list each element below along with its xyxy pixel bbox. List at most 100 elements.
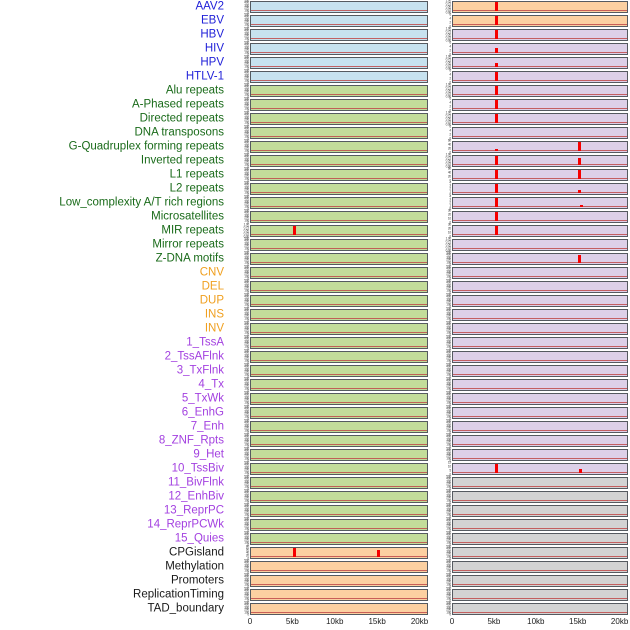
track-baseline (251, 289, 427, 291)
track-baseline (453, 65, 627, 67)
x-tick-label: 15kb (569, 617, 587, 626)
track-baseline (251, 401, 427, 403)
y-tick-label: 0 (247, 276, 249, 281)
track-baseline (251, 317, 427, 319)
track-row: 500 400 300 200 100 0 (230, 559, 430, 574)
y-tick-label: 500 (446, 292, 451, 297)
y-tick-label: 20 (447, 146, 451, 151)
track-row: 500 400 300 200 100 0 (432, 475, 630, 490)
y-tick-label: 300 (244, 605, 249, 610)
track-spike (292, 226, 296, 235)
y-tick-label: 500 (244, 320, 249, 325)
y-axis: 500 400 300 200 100 0 (230, 320, 250, 336)
y-tick-label: 400 (446, 574, 451, 579)
row-label-htlv-1: HTLV-1 (185, 70, 224, 83)
y-tick-label: 200 (244, 75, 249, 80)
y-tick-label: 300 (446, 283, 451, 288)
y-tick-label: 200 (446, 411, 451, 416)
y-tick-label: 300 (446, 395, 451, 400)
y-tick-label: 0 (247, 388, 249, 393)
y-tick-label: 400 (244, 448, 249, 453)
y-tick-label: 500 (446, 558, 451, 563)
y-tick-label: 0 (247, 458, 249, 463)
track-row: 500 400 300 200 100 0 (230, 69, 430, 84)
track-plot-area (250, 351, 428, 363)
track-plot-area (250, 57, 428, 69)
y-tick-label: 100 (244, 413, 249, 418)
y-tick-label: 400 (244, 266, 249, 271)
y-tick-label: 300 (244, 535, 249, 540)
y-tick-label: 10 (447, 464, 451, 469)
y-tick-label: 200 (244, 453, 249, 458)
row-label-mirror-repeats: Mirror repeats (152, 238, 224, 251)
y-axis: 500 400 300 200 100 0 (432, 363, 452, 378)
y-tick-label: 200 (446, 523, 451, 528)
y-tick-label: 200 (244, 285, 249, 290)
y-tick-label: 400 (244, 70, 249, 75)
track-baseline (453, 359, 627, 361)
y-tick-label: 0 (449, 542, 451, 547)
track-baseline (453, 177, 627, 179)
row-label-ebv: EBV (200, 14, 224, 27)
track-plot-area (452, 421, 628, 433)
y-axis: 1.00 0.75 0.50 0.25 0.00 (432, 153, 452, 168)
track-plot-area (250, 15, 428, 27)
y-tick-label: 200 (244, 537, 249, 542)
track-baseline (453, 317, 627, 319)
track-row: 500 400 300 200 100 0 (230, 97, 430, 112)
y-tick-label: 0 (449, 416, 451, 421)
row-label-mir-repeats: MIR repeats (161, 224, 224, 237)
y-tick-label: 500 (446, 390, 451, 395)
y-tick-label: 400 (446, 364, 451, 369)
y-axis: 500 400 300 200 100 0 (230, 531, 250, 546)
track-baseline (251, 471, 427, 473)
y-tick-label: 500 (244, 334, 249, 339)
track-row: 500 400 300 200 100 0 (230, 279, 430, 294)
y-tick-label: 400 (446, 560, 451, 565)
y-tick-label: 100 (244, 539, 249, 544)
y-tick-label: 0.50 (445, 116, 452, 121)
row-label-promoters: Promoters (170, 574, 224, 587)
y-tick-label: 400 (244, 434, 249, 439)
track-plot-area (452, 561, 628, 573)
y-tick-label: 0.75 (445, 1, 452, 6)
y-axis: 15 10 5 0 (432, 461, 452, 476)
y-tick-label: 200 (244, 243, 249, 248)
y-tick-label: 100 (244, 315, 249, 320)
y-tick-label: 4 (449, 180, 451, 185)
y-tick-label: 400 (446, 378, 451, 383)
track-baseline (453, 541, 627, 543)
y-tick-label: 100 (446, 385, 451, 390)
track-baseline (453, 387, 627, 389)
track-plot-area (452, 155, 628, 167)
track-baseline (453, 485, 627, 487)
row-label-cpgisland: CPGisland (169, 546, 224, 559)
track-plot-area (250, 127, 428, 139)
y-tick-label: 0 (449, 458, 451, 463)
y-tick-label: 400 (244, 392, 249, 397)
track-spike (495, 47, 499, 53)
y-tick-label: 100 (244, 595, 249, 600)
y-tick-label: 100 (244, 343, 249, 348)
y-tick-label: 0 (247, 556, 249, 561)
x-tick-label: 10kb (527, 617, 545, 626)
y-tick-label: 0.25 (445, 35, 452, 40)
y-tick-label: 100 (446, 441, 451, 446)
track-plot-area (250, 113, 428, 125)
y-tick-label: 500 (446, 278, 451, 283)
track-baseline (251, 583, 427, 585)
track-baseline (251, 65, 427, 67)
track-row: 1.00 0.75 0.50 0.25 0.00 (230, 223, 430, 238)
track-row: 500 400 300 200 100 0 (432, 335, 630, 350)
track-plot-area (452, 1, 628, 13)
track-row: 500 400 300 200 100 0 (230, 320, 430, 336)
y-tick-label: 200 (446, 327, 451, 332)
row-label-5-txwk: 5_TxWk (181, 392, 224, 405)
y-tick-label: 400 (244, 560, 249, 565)
row-label-alu-repeats: Alu repeats (165, 84, 224, 97)
track-plot-area (452, 589, 628, 601)
y-tick-label: 400 (244, 588, 249, 593)
track-baseline (453, 289, 627, 291)
